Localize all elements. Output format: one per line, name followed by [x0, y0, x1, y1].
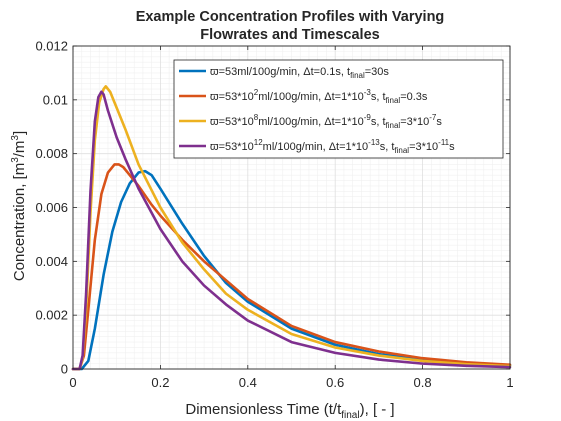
legend-label-segment: s, t	[380, 141, 395, 153]
legend-label-segment: ϖ=53*10	[210, 116, 254, 128]
legend-label-segment: ml/100g/min, Δt=1*10	[258, 91, 364, 103]
y-tick-label: 0.012	[35, 39, 68, 54]
legend-label-segment: -13	[368, 138, 380, 147]
legend-label-segment: s	[436, 116, 442, 128]
legend-label-segment: final	[386, 96, 401, 105]
chart-title-line-2: Flowrates and Timescales	[200, 27, 379, 43]
x-tick-label: 0.4	[239, 375, 257, 390]
legend-label-segment: -11	[438, 138, 450, 147]
legend-label-3: ϖ=53*108ml/100g/min, Δt=1*10-9s, tfinal=…	[210, 113, 442, 130]
y-axis-label-mid: /m	[11, 141, 28, 158]
chart-title-line-1: Example Concentration Profiles with Vary…	[136, 9, 445, 25]
legend-label-segment: =30s	[365, 66, 390, 78]
y-tick-label: 0.004	[35, 254, 68, 269]
y-tick-label: 0.002	[35, 308, 68, 323]
y-tick-label: 0	[61, 362, 68, 377]
x-tick-label: 0.8	[414, 375, 432, 390]
x-tick-label: 1	[506, 375, 513, 390]
legend-label-segment: s	[449, 141, 455, 153]
x-tick-label: 0.2	[151, 375, 169, 390]
legend-label-segment: final	[394, 146, 409, 155]
legend-label-segment: s, t	[371, 116, 386, 128]
legend-label-4: ϖ=53*1012ml/100g/min, Δt=1*10-13s, tfina…	[210, 138, 455, 155]
legend: ϖ=53ml/100g/min, Δt=0.1s, tfinal=30sϖ=53…	[174, 60, 503, 158]
x-axis-label: Dimensionless Time (t/tfinal), [ - ]	[185, 401, 394, 421]
y-tick-label: 0.006	[35, 200, 68, 215]
legend-label-segment: =3*10	[409, 141, 438, 153]
legend-label-segment: s, t	[371, 91, 386, 103]
y-tick-label: 0.01	[43, 92, 68, 107]
legend-label-segment: final	[386, 121, 401, 130]
legend-label-segment: ml/100g/min, Δt=1*10	[258, 116, 364, 128]
legend-label-segment: ϖ=53*10	[210, 141, 254, 153]
legend-label-segment: final	[350, 71, 365, 80]
legend-label-segment: ϖ=53ml/100g/min, Δt=0.1s, t	[210, 66, 350, 78]
x-tick-label: 0.6	[326, 375, 344, 390]
x-axis-label-suffix: ), [ - ]	[360, 401, 395, 418]
x-axis-label-prefix: Dimensionless Time (t/t	[185, 401, 342, 418]
legend-label-segment: ml/100g/min, Δt=1*10	[263, 141, 369, 153]
legend-label-segment: =0.3s	[400, 91, 428, 103]
chart-title: Example Concentration Profiles with Vary…	[136, 9, 445, 43]
y-tick-label: 0.008	[35, 146, 68, 161]
x-tick-label: 0	[69, 375, 76, 390]
legend-label-segment: ϖ=53*10	[210, 91, 254, 103]
legend-label-segment: =3*10	[400, 116, 429, 128]
y-axis-label-prefix: Concentration, [m	[11, 163, 28, 281]
x-axis-label-sub: final	[341, 410, 359, 421]
y-axis-label-suffix: ]	[11, 131, 28, 135]
y-axis-label: Concentration, [m3/m3]	[10, 131, 28, 281]
